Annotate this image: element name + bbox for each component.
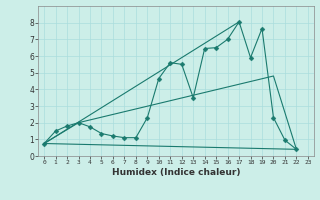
X-axis label: Humidex (Indice chaleur): Humidex (Indice chaleur) bbox=[112, 168, 240, 177]
